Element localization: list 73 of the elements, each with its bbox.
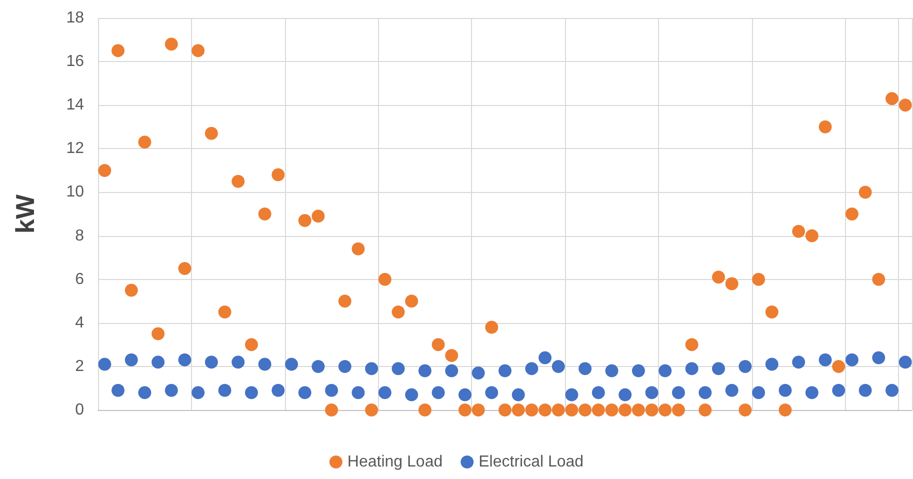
point — [458, 404, 472, 416]
point — [244, 338, 258, 352]
point — [312, 210, 325, 223]
point — [792, 224, 806, 238]
point — [405, 294, 418, 308]
point — [112, 44, 125, 58]
point — [525, 404, 538, 416]
point — [592, 404, 605, 416]
point — [138, 136, 152, 149]
point — [552, 404, 565, 416]
point — [658, 404, 672, 416]
point — [538, 404, 552, 416]
point — [725, 277, 738, 290]
point — [272, 168, 285, 182]
point — [845, 208, 858, 220]
point — [352, 242, 365, 256]
point — [818, 120, 832, 134]
point — [765, 306, 778, 318]
point — [365, 404, 378, 416]
point — [632, 404, 645, 416]
point — [685, 338, 698, 352]
point — [378, 272, 392, 286]
point — [338, 294, 352, 308]
point — [605, 404, 618, 416]
point — [778, 404, 792, 416]
legend-label: Electrical Load — [478, 454, 584, 470]
y-tick-label: 0 — [75, 402, 84, 418]
point — [204, 126, 218, 140]
point — [618, 404, 632, 416]
y-tick-label: 14 — [66, 96, 84, 114]
y-axis-title: kW — [10, 194, 40, 234]
point — [192, 44, 205, 58]
point — [98, 164, 112, 177]
y-tick-label: 18 — [66, 10, 84, 26]
point — [178, 262, 192, 275]
point — [218, 306, 232, 318]
point — [124, 284, 138, 297]
point — [752, 272, 766, 286]
point — [258, 208, 272, 220]
point — [298, 214, 312, 228]
point — [885, 92, 898, 106]
y-tick-label: 8 — [75, 227, 84, 244]
point — [164, 38, 178, 51]
point — [858, 186, 872, 199]
y-tick-label: 6 — [75, 270, 84, 288]
point — [672, 404, 685, 416]
point — [152, 327, 165, 340]
point — [432, 338, 445, 352]
y-tick-label: 2 — [75, 358, 84, 375]
point — [712, 270, 726, 284]
point — [805, 229, 818, 242]
point — [232, 174, 245, 188]
point — [498, 404, 512, 416]
y-tick-label: 10 — [66, 184, 84, 201]
point — [445, 349, 458, 362]
legend-label: Heating Load — [347, 454, 443, 470]
point — [418, 404, 432, 416]
point — [392, 306, 405, 318]
point — [872, 272, 886, 286]
point — [738, 404, 752, 416]
y-tick-label: 12 — [66, 140, 84, 158]
point — [512, 404, 525, 416]
point — [325, 404, 338, 416]
point — [485, 320, 498, 334]
point — [565, 404, 578, 416]
point — [698, 404, 712, 416]
point — [645, 404, 658, 416]
point — [898, 98, 912, 112]
y-tick-label: 4 — [75, 314, 84, 332]
y-tick-label: 16 — [66, 53, 84, 70]
point — [578, 404, 592, 416]
point — [832, 360, 846, 373]
point — [472, 404, 485, 416]
